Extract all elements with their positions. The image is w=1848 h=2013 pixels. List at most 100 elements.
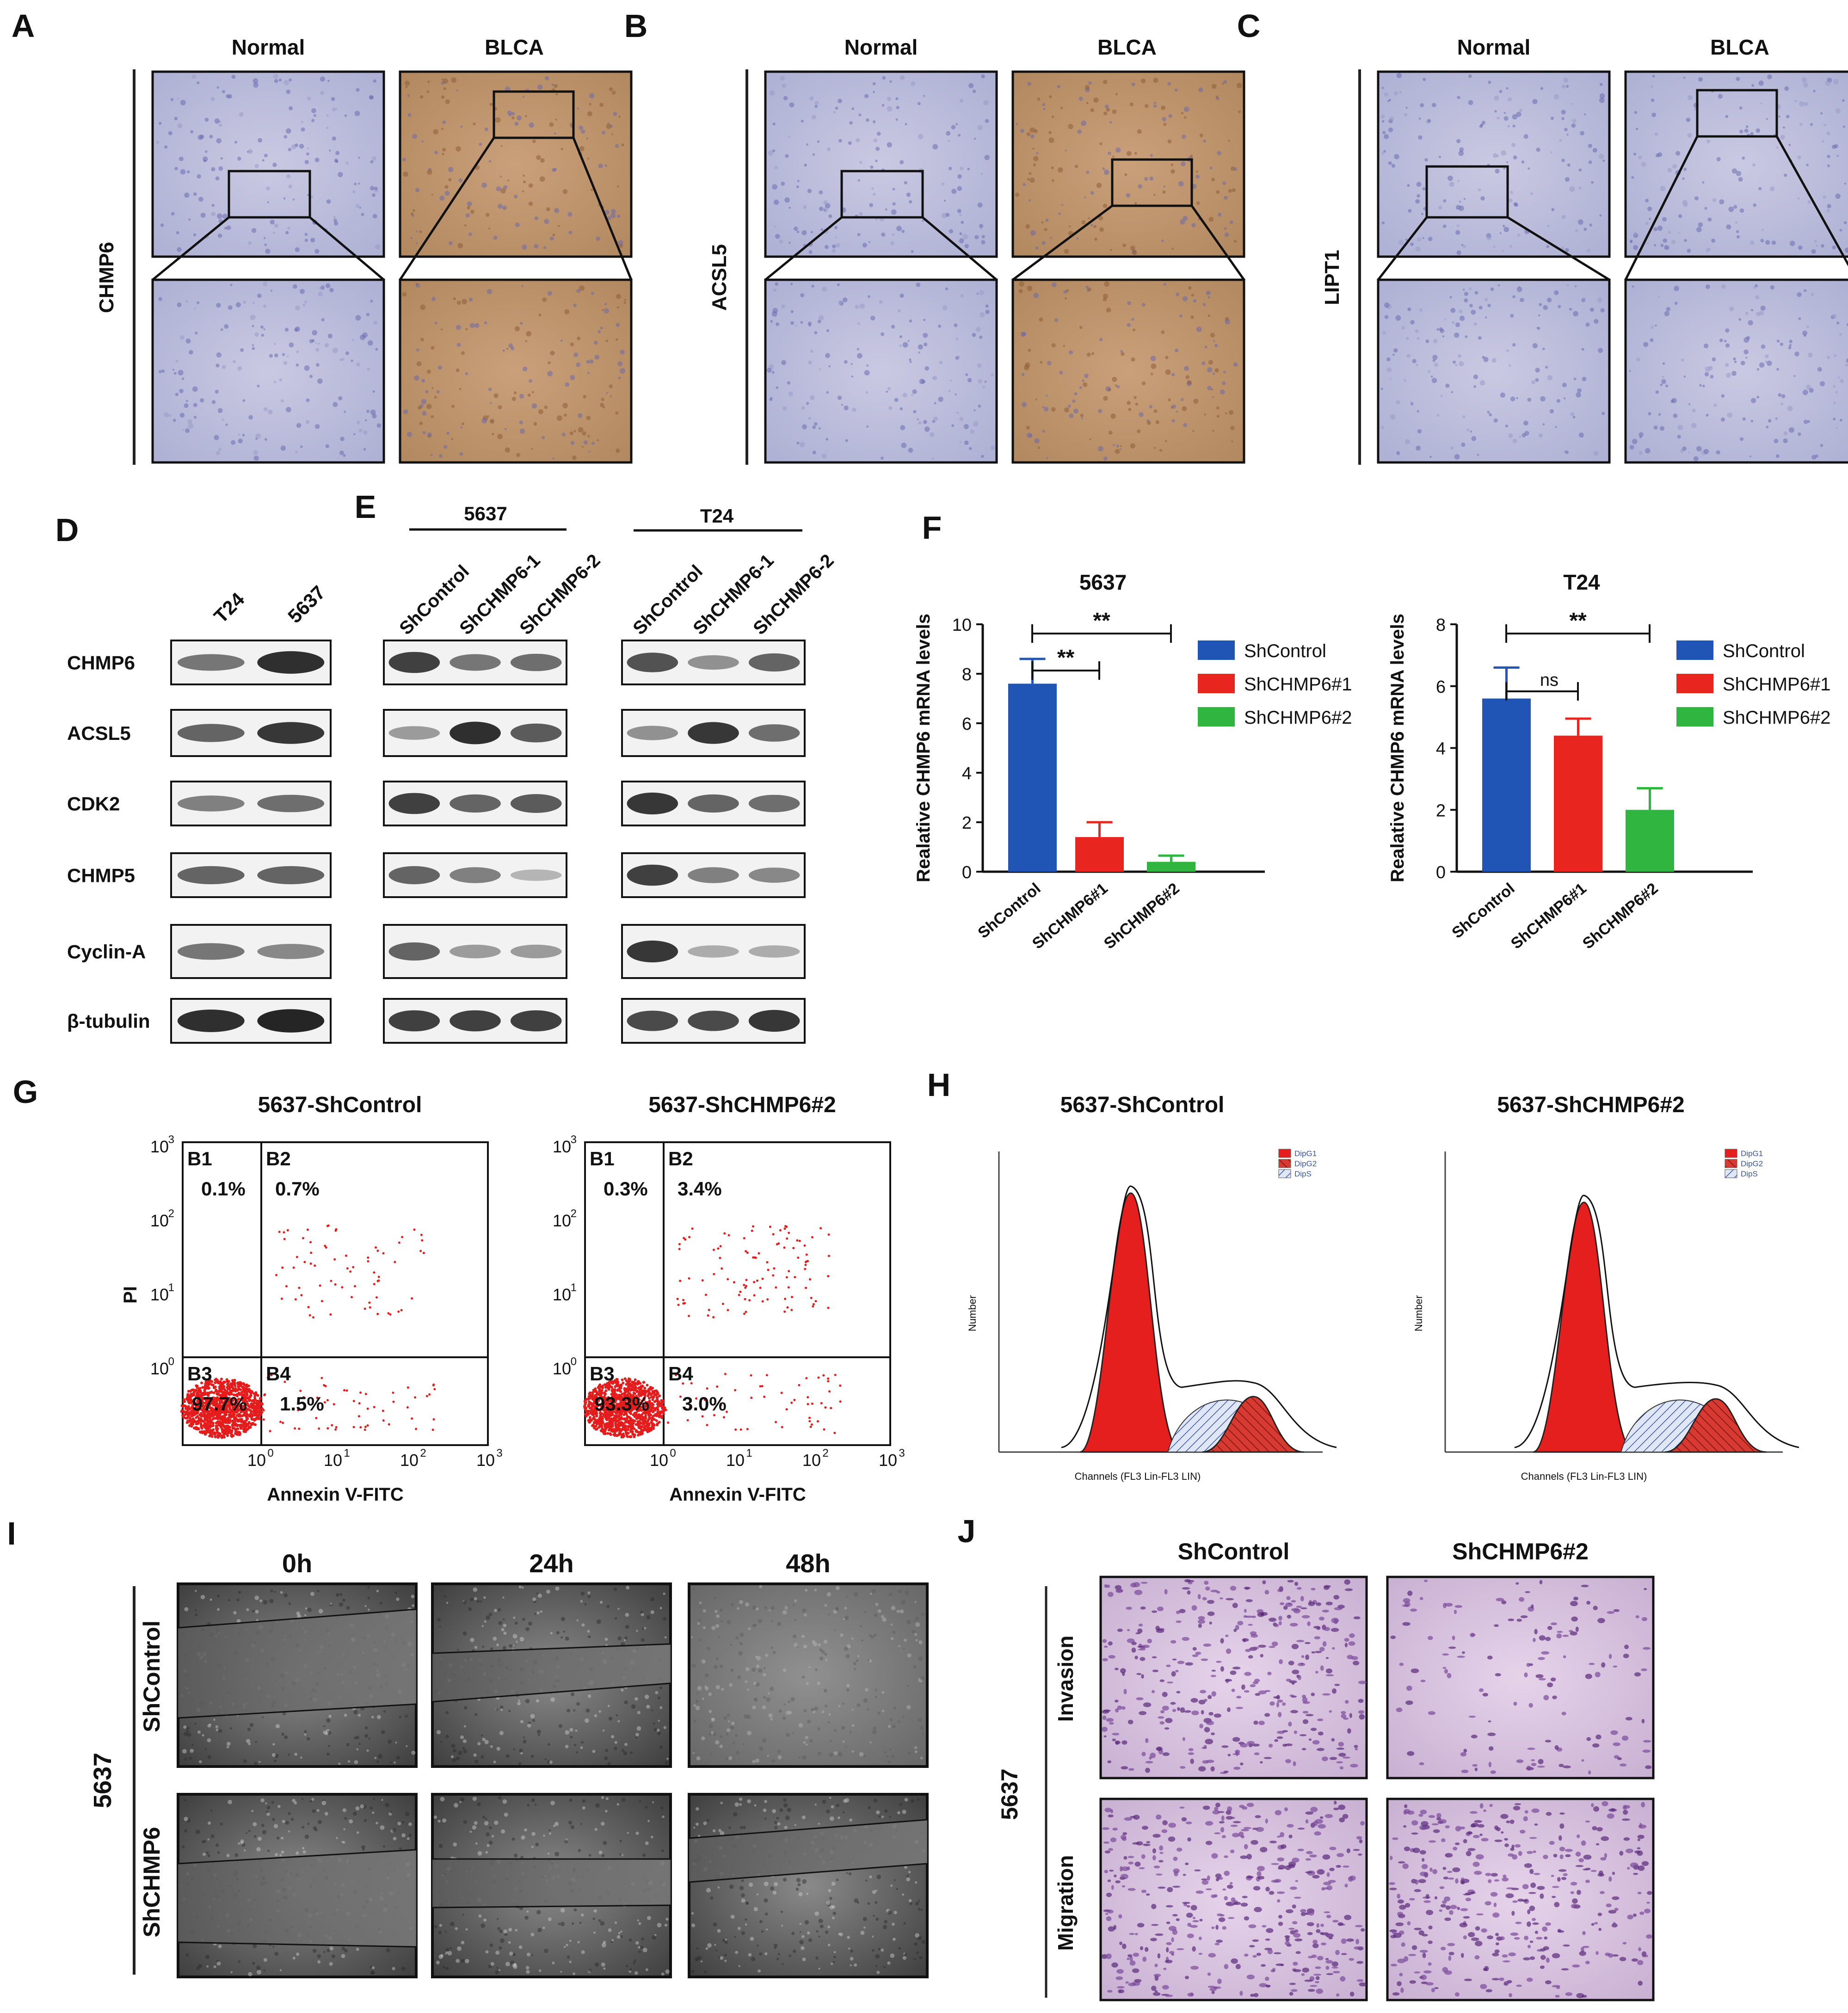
cell-speckle bbox=[948, 166, 952, 171]
cell-speckle bbox=[1835, 390, 1838, 394]
cell-speckle bbox=[990, 445, 995, 450]
cell-speckle bbox=[325, 444, 329, 448]
cell-speckle bbox=[1667, 167, 1672, 173]
cell-speckle bbox=[1739, 106, 1743, 110]
cell-speckle bbox=[354, 111, 360, 117]
event-dot bbox=[780, 1391, 783, 1394]
event-dot bbox=[319, 1284, 321, 1287]
cell-speckle bbox=[866, 364, 869, 367]
cell-speckle bbox=[272, 231, 276, 234]
event-dot bbox=[651, 1423, 654, 1427]
cell-speckle bbox=[470, 209, 474, 214]
event-dot bbox=[704, 1293, 707, 1296]
event-dot bbox=[253, 1393, 257, 1396]
cell-speckle bbox=[771, 311, 777, 317]
event-dot bbox=[667, 1421, 670, 1424]
cell-speckle bbox=[1506, 161, 1509, 163]
cell-speckle bbox=[790, 321, 795, 325]
event-dot bbox=[601, 1385, 604, 1388]
cell-speckle bbox=[1404, 379, 1406, 382]
blot-band bbox=[450, 867, 501, 883]
event-dot bbox=[209, 1430, 212, 1434]
cell-speckle bbox=[1798, 245, 1803, 250]
cell-speckle bbox=[399, 1716, 401, 1718]
event-dot bbox=[827, 1255, 830, 1257]
event-dot bbox=[625, 1383, 628, 1386]
cell-speckle bbox=[1641, 162, 1646, 167]
cell-speckle bbox=[1577, 219, 1583, 225]
cell-speckle bbox=[1410, 320, 1415, 325]
cell-speckle bbox=[282, 353, 285, 356]
event-dot bbox=[651, 1418, 654, 1422]
cell-speckle bbox=[1502, 250, 1504, 252]
cell-speckle bbox=[1503, 112, 1506, 114]
cell-speckle bbox=[1726, 373, 1731, 378]
cell-speckle bbox=[1454, 454, 1460, 460]
cell-speckle bbox=[1134, 152, 1137, 155]
ihc-row-label: CHMP6 bbox=[95, 242, 118, 313]
event-dot bbox=[631, 1433, 634, 1436]
cell-speckle bbox=[488, 227, 491, 230]
cell-speckle bbox=[197, 301, 200, 304]
cell-speckle bbox=[185, 339, 191, 344]
event-dot bbox=[659, 1411, 662, 1415]
event-dot bbox=[613, 1388, 616, 1391]
cell-speckle bbox=[190, 130, 194, 134]
event-dot bbox=[811, 1236, 813, 1238]
cell-speckle bbox=[1674, 285, 1679, 291]
event-dot bbox=[240, 1391, 243, 1394]
event-dot bbox=[247, 1427, 250, 1430]
cell-speckle bbox=[1384, 92, 1388, 97]
cell-speckle bbox=[1042, 406, 1045, 408]
cell-speckle bbox=[1448, 175, 1453, 181]
cell-speckle bbox=[841, 404, 844, 406]
cell-speckle bbox=[1455, 363, 1458, 367]
cell-speckle bbox=[1823, 123, 1826, 126]
legend-swatch bbox=[1725, 1159, 1737, 1168]
cell-speckle bbox=[1550, 151, 1552, 154]
x-tick-label: ShCHMP6#2 bbox=[1101, 880, 1183, 953]
cell-speckle bbox=[1846, 358, 1848, 363]
event-dot bbox=[597, 1421, 600, 1424]
event-dot bbox=[219, 1424, 222, 1427]
event-dot bbox=[608, 1432, 611, 1435]
event-dot bbox=[623, 1377, 627, 1380]
sig-label: ** bbox=[1057, 646, 1075, 670]
event-dot bbox=[401, 1236, 404, 1238]
cell-speckle bbox=[623, 301, 626, 304]
event-dot bbox=[644, 1412, 647, 1415]
event-dot bbox=[719, 1256, 721, 1259]
cell-speckle bbox=[1562, 382, 1567, 388]
cell-speckle bbox=[487, 415, 489, 418]
cell-speckle bbox=[820, 228, 823, 231]
zoom-box bbox=[493, 90, 575, 139]
cell-speckle bbox=[1206, 290, 1211, 295]
cell-speckle bbox=[257, 293, 262, 298]
cell-speckle bbox=[1836, 154, 1839, 157]
cell-speckle bbox=[314, 342, 317, 344]
event-dot bbox=[676, 1298, 679, 1300]
event-dot bbox=[190, 1425, 193, 1428]
cell-speckle bbox=[431, 296, 436, 302]
event-dot bbox=[234, 1419, 237, 1422]
event-dot bbox=[323, 1401, 326, 1404]
event-dot bbox=[207, 1406, 210, 1409]
cell-speckle bbox=[273, 381, 277, 383]
cell-speckle bbox=[1542, 423, 1545, 425]
event-dot bbox=[624, 1427, 627, 1430]
cell-speckle bbox=[909, 361, 912, 363]
cell-speckle bbox=[283, 197, 286, 200]
cell-speckle bbox=[981, 240, 986, 245]
event-dot bbox=[182, 1410, 185, 1413]
zoom-line bbox=[152, 216, 230, 281]
col-label-normal: Normal bbox=[1457, 35, 1530, 59]
cell-speckle bbox=[1794, 351, 1799, 357]
event-dot bbox=[255, 1408, 258, 1411]
cell-speckle bbox=[493, 393, 499, 398]
cell-speckle bbox=[158, 297, 162, 301]
cell-speckle bbox=[248, 415, 253, 420]
cell-speckle bbox=[1751, 84, 1755, 87]
cell-speckle bbox=[351, 339, 354, 342]
cell-speckle bbox=[177, 97, 179, 100]
event-dot bbox=[420, 1234, 423, 1237]
